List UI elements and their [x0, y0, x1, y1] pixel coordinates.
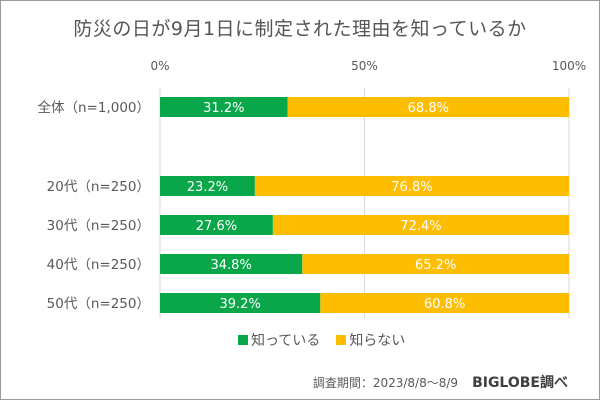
data-label: 27.6% [196, 219, 237, 234]
legend-label-know: 知っている [251, 333, 321, 349]
bar-segment-know [160, 176, 255, 196]
x-tick-label: 50% [351, 59, 378, 73]
data-label: 39.2% [220, 297, 261, 312]
bar-segment-know [160, 97, 288, 117]
legend-item-dont-know: 知らない [336, 330, 405, 350]
bar-segment-know [160, 293, 321, 313]
bar-segment-dont-know [287, 97, 569, 117]
legend-item-know: 知っている [238, 330, 320, 350]
data-label: 23.2% [187, 180, 228, 195]
category-label: 20代（n=250） [47, 179, 150, 195]
data-label: 34.8% [211, 258, 252, 273]
bar-segment-know [160, 215, 273, 235]
legend-swatch-dont-know [336, 335, 347, 345]
category-label: 50代（n=250） [47, 296, 150, 312]
legend: 知っている 知らない [238, 330, 405, 350]
footer: 調査期間：2023/8/8〜8/9 BIGLOBE調べ [313, 372, 568, 392]
data-label: 68.8% [408, 101, 449, 116]
legend-label-dont-know: 知らない [349, 333, 406, 349]
data-label: 65.2% [415, 258, 456, 273]
bar-segment-dont-know [272, 215, 569, 235]
data-label: 60.8% [424, 297, 465, 312]
data-label: 76.8% [391, 180, 432, 195]
category-label: 40代（n=250） [47, 257, 150, 273]
x-tick-label: 100% [552, 59, 586, 73]
data-label: 72.4% [400, 219, 441, 234]
category-label: 全体（n=1,000） [37, 99, 150, 116]
legend-swatch-know [238, 335, 248, 345]
chart-title: 防災の日が9月1日に制定された理由を知っているか [73, 18, 527, 40]
category-label: 30代（n=250） [47, 218, 150, 234]
x-tick-label: 0% [150, 59, 169, 73]
bar-segment-dont-know [302, 254, 569, 274]
data-label: 31.2% [203, 101, 244, 116]
survey-period: 調査期間：2023/8/8〜8/9 [312, 376, 459, 390]
bar-segment-dont-know [320, 293, 569, 313]
bar-segment-know [160, 254, 303, 274]
bar-segment-dont-know [254, 176, 569, 196]
source-credit: BIGLOBE調べ [472, 375, 568, 391]
